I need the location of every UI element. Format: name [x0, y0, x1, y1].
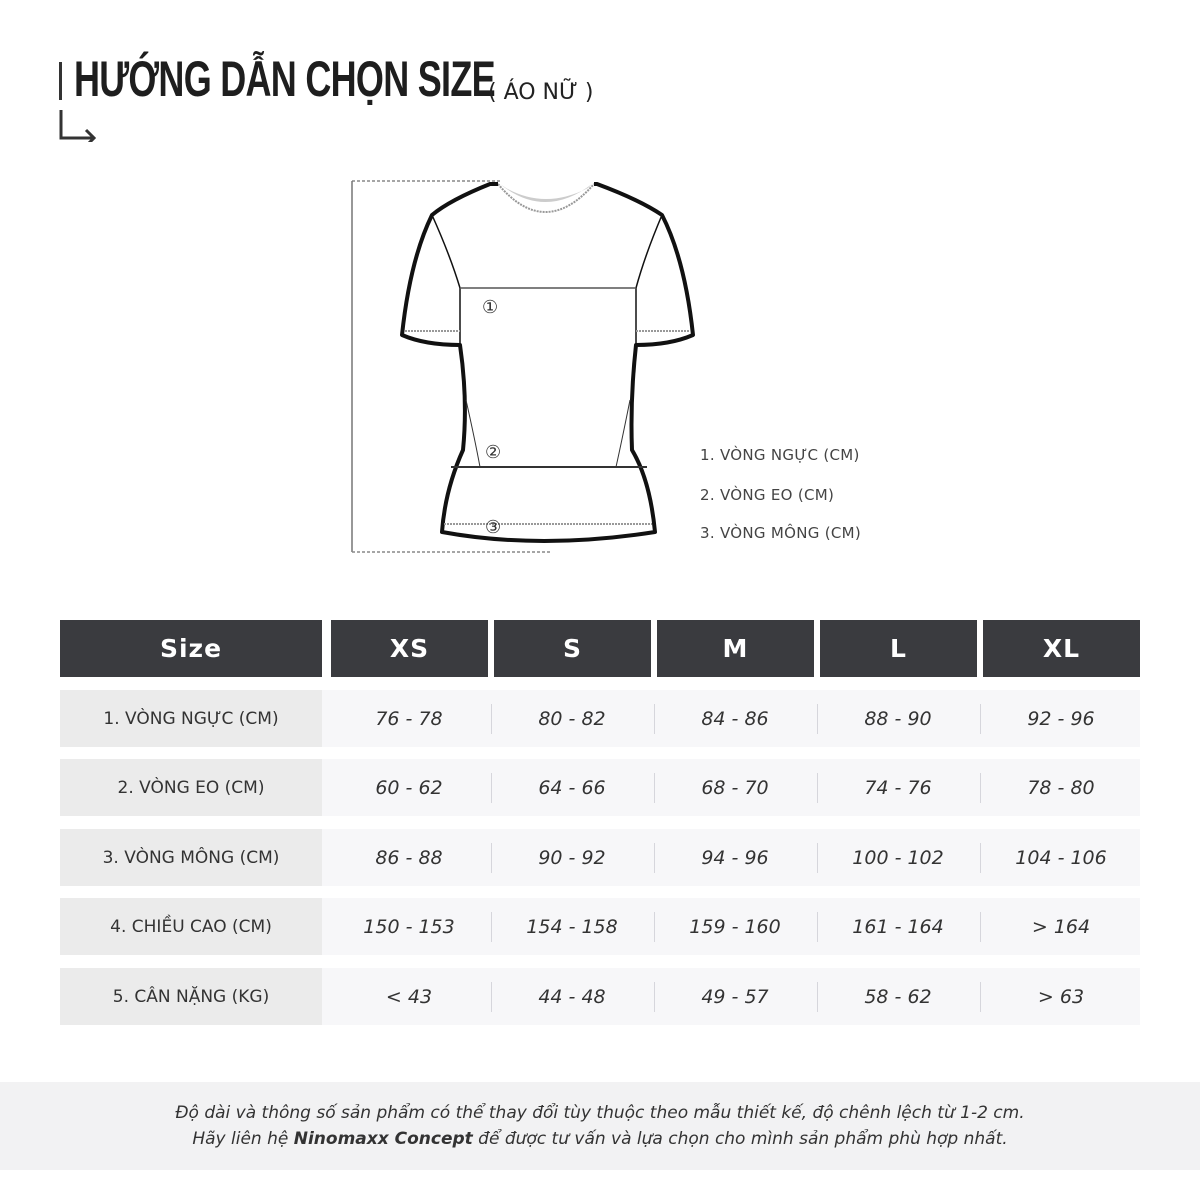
tshirt-diagram: ① ② ③ — [351, 180, 695, 553]
row-values: 60 - 62 64 - 66 68 - 70 74 - 76 78 - 80 — [322, 759, 1140, 816]
row-values: 150 - 153 154 - 158 159 - 160 161 - 164 > 16… — [322, 898, 1140, 955]
cell-value: 64 - 66 — [538, 776, 606, 799]
footer-suffix: để được tư vấn và lựa chọn cho mình sản … — [472, 1129, 1008, 1149]
cell-value: 104 - 106 — [1015, 846, 1107, 869]
column-header-m: M — [657, 620, 814, 677]
cell-value: 88 - 90 — [864, 707, 932, 730]
legend-item: 2. VÒNG EO (CM) — [700, 486, 835, 504]
cell-value: 74 - 76 — [864, 776, 932, 799]
cell-value: 90 - 92 — [538, 846, 606, 869]
cell-value: 150 - 153 — [363, 915, 455, 938]
cell-value: 49 - 57 — [701, 985, 769, 1008]
cell-divider — [491, 773, 492, 803]
page-title: HƯỚNG DẪN CHỌN SIZE — [74, 51, 496, 107]
column-header-xs: XS — [331, 620, 488, 677]
cell-divider — [817, 912, 818, 942]
row-label: 5. CÂN NẶNG (KG) — [60, 968, 322, 1025]
table-row: 3. VÒNG MÔNG (CM) 86 - 88 90 - 92 94 - 96 10… — [60, 829, 1140, 886]
column-header-xl: XL — [983, 620, 1140, 677]
cell-value: < 43 — [385, 985, 433, 1008]
title-accent-bar — [59, 62, 62, 100]
cell-value: 76 - 78 — [375, 707, 443, 730]
row-label: 2. VÒNG EO (CM) — [60, 759, 322, 816]
marker-waist: ② — [485, 442, 501, 463]
cell-divider — [980, 843, 981, 873]
cell-value: 68 - 70 — [701, 776, 769, 799]
footer-note: Độ dài và thông số sản phẩm có thể thay … — [0, 1082, 1200, 1170]
footer-line-2: Hãy liên hệ Ninomaxx Concept để được tư … — [0, 1129, 1200, 1149]
cell-value: 80 - 82 — [538, 707, 606, 730]
footer-prefix: Hãy liên hệ — [192, 1129, 294, 1149]
cell-divider — [491, 704, 492, 734]
cell-divider — [817, 843, 818, 873]
table-row: 5. CÂN NẶNG (KG) < 43 44 - 48 49 - 57 58 - 6… — [60, 968, 1140, 1025]
cell-divider — [654, 704, 655, 734]
cell-divider — [817, 704, 818, 734]
cell-value: > 63 — [1037, 985, 1085, 1008]
cell-value: 60 - 62 — [375, 776, 443, 799]
cell-value: 84 - 86 — [701, 707, 769, 730]
row-values: 86 - 88 90 - 92 94 - 96 100 - 102 104 - 106 — [322, 829, 1140, 886]
table-row: 1. VÒNG NGỰC (CM) 76 - 78 80 - 82 84 - 86 88… — [60, 690, 1140, 747]
cell-value: 86 - 88 — [375, 846, 443, 869]
cell-divider — [491, 912, 492, 942]
cell-divider — [980, 773, 981, 803]
row-label: 1. VÒNG NGỰC (CM) — [60, 690, 322, 747]
cell-value: 161 - 164 — [852, 915, 944, 938]
cell-divider — [654, 982, 655, 1012]
cell-value: 100 - 102 — [852, 846, 944, 869]
column-header-l: L — [820, 620, 977, 677]
cell-divider — [654, 773, 655, 803]
row-values: < 43 44 - 48 49 - 57 58 - 62 > 63 — [322, 968, 1140, 1025]
cell-divider — [491, 982, 492, 1012]
row-label: 4. CHIỀU CAO (CM) — [60, 898, 322, 955]
cell-divider — [980, 912, 981, 942]
cell-divider — [491, 843, 492, 873]
legend-item: 1. VÒNG NGỰC (CM) — [700, 446, 860, 464]
cell-value: 154 - 158 — [526, 915, 618, 938]
brand-name: Ninomaxx Concept — [293, 1129, 473, 1149]
cell-value: 58 - 62 — [864, 985, 932, 1008]
legend-item: 3. VÒNG MÔNG (CM) — [700, 524, 862, 542]
cell-value: 159 - 160 — [689, 915, 781, 938]
cell-divider — [817, 773, 818, 803]
row-label: 3. VÒNG MÔNG (CM) — [60, 829, 322, 886]
cell-value: 78 - 80 — [1027, 776, 1095, 799]
cell-divider — [980, 982, 981, 1012]
table-row: 2. VÒNG EO (CM) 60 - 62 64 - 66 68 - 70 74 -… — [60, 759, 1140, 816]
footer-line-1: Độ dài và thông số sản phẩm có thể thay … — [175, 1103, 1025, 1123]
cell-value: > 164 — [1031, 915, 1091, 938]
cell-value: 92 - 96 — [1027, 707, 1095, 730]
column-header-s: S — [494, 620, 651, 677]
cell-value: 44 - 48 — [538, 985, 606, 1008]
arrow-down-right-icon — [59, 110, 97, 142]
cell-divider — [654, 912, 655, 942]
marker-chest: ① — [482, 297, 498, 318]
page-subtitle: ( ÁO NỮ ) — [488, 80, 594, 105]
column-header-size: Size — [60, 620, 322, 677]
cell-divider — [654, 843, 655, 873]
cell-divider — [980, 704, 981, 734]
row-values: 76 - 78 80 - 82 84 - 86 88 - 90 92 - 96 — [322, 690, 1140, 747]
marker-hip: ③ — [485, 517, 501, 538]
cell-divider — [817, 982, 818, 1012]
cell-value: 94 - 96 — [701, 846, 769, 869]
table-row: 4. CHIỀU CAO (CM) 150 - 153 154 - 158 159 -… — [60, 898, 1140, 955]
